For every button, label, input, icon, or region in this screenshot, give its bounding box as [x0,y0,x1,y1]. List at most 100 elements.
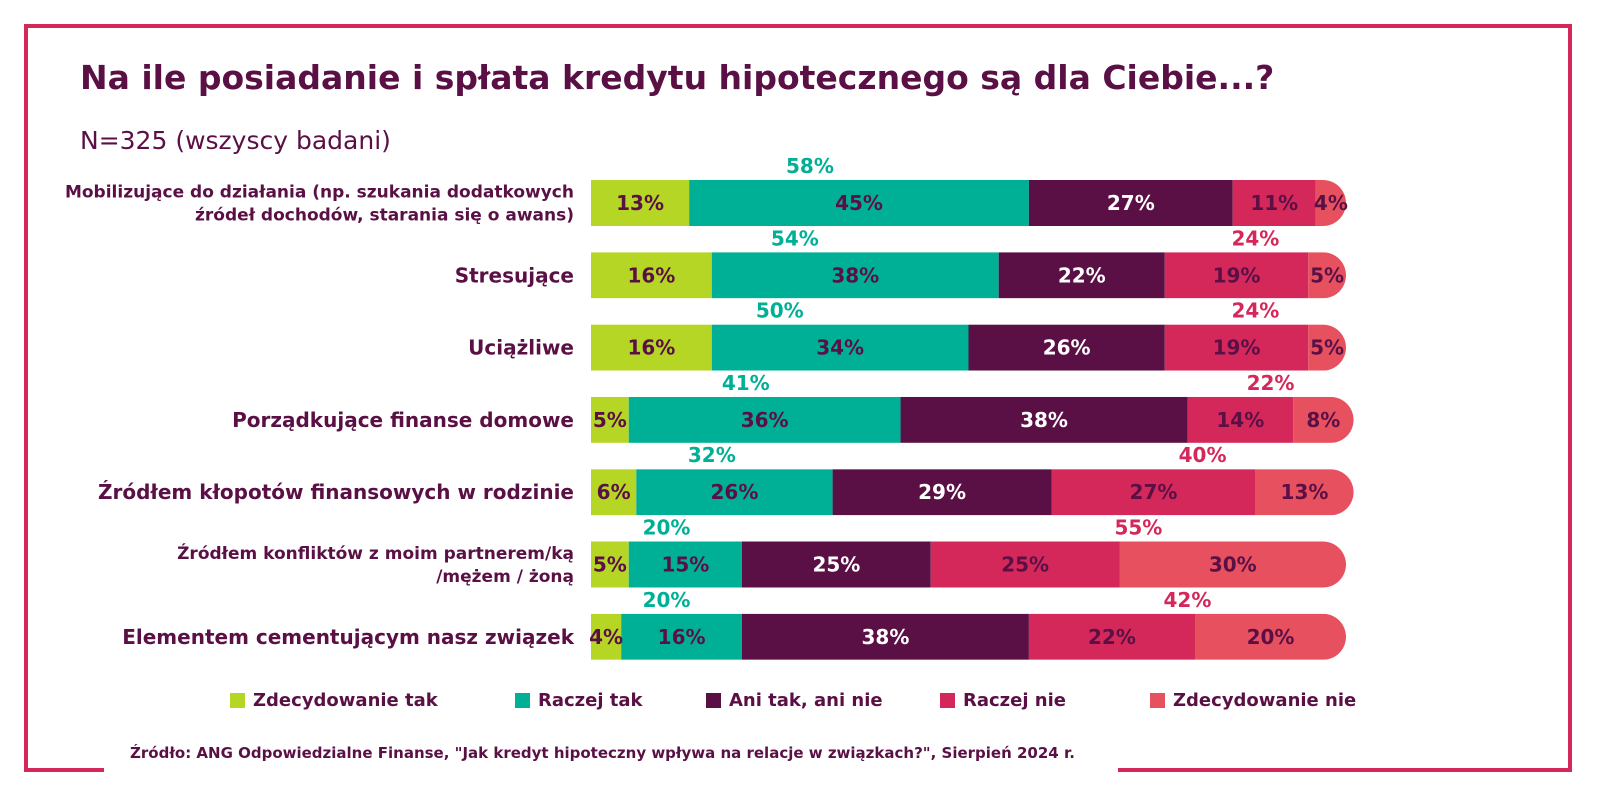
legend-label-zdecydowanie-tak: Zdecydowanie tak [253,690,438,711]
bar-segment [930,541,1120,588]
data-label: 34% [816,336,864,360]
legend-item-raczej-nie: Raczej nie [940,690,1066,711]
legend-item-ani-tak-ani-nie: Ani tak, ani nie [706,690,883,711]
net-positive-label: 50% [756,299,804,323]
data-label: 16% [627,263,675,287]
data-label: 38% [862,625,910,649]
data-label: 36% [741,408,789,432]
net-positive-label: 32% [688,443,736,467]
category-label: Uciążliwe [468,336,574,360]
bar-segment [1028,613,1195,660]
data-label: 5% [593,553,627,577]
net-positive-label: 20% [643,588,691,612]
data-label: 20% [1247,625,1295,649]
net-positive-label: 54% [771,226,819,250]
bar-segment [1308,324,1346,371]
legend-item-zdecydowanie-nie: Zdecydowanie nie [1150,690,1356,711]
chart-subtitle: N=325 (wszyscy badani) [80,126,391,155]
bar-segment [968,324,1165,371]
category-label: Porządkujące finanse domowe [232,408,574,432]
data-label: 25% [812,553,860,577]
bar-row [591,541,1346,588]
data-label: 8% [1306,408,1340,432]
data-label: 22% [1088,625,1136,649]
bar-segment [1187,396,1294,443]
net-negative-label: 22% [1247,371,1295,395]
legend-swatch-raczej-tak [515,693,530,708]
bar-segment [1051,469,1256,516]
net-positive-label: 58% [786,154,834,178]
data-label: 26% [1043,336,1091,360]
bar-segment [711,252,999,299]
category-label: Stresujące [455,263,574,287]
bar-segment [628,541,742,588]
legend-swatch-zdecydowanie-tak [230,693,245,708]
bar-row [591,324,1346,371]
data-label: 5% [1310,263,1344,287]
data-label: 26% [711,480,759,504]
data-label: 38% [831,263,879,287]
net-negative-label: 24% [1231,299,1279,323]
bar-row [591,613,1346,660]
data-label: 16% [658,625,706,649]
bar-segment [1308,252,1346,299]
bar-row [591,180,1346,226]
bar-segment [711,324,969,371]
data-label: 19% [1213,336,1261,360]
net-positive-label: 20% [643,516,691,540]
bar-segment [628,396,901,443]
data-label: 6% [597,480,631,504]
category-label: Mobilizujące do działania (np. szukania … [65,183,574,226]
bar-segment [1164,252,1309,299]
bar-segment [1195,613,1346,660]
bar-segment [591,324,712,371]
chart-legend: Zdecydowanie tak Raczej tak Ani tak, ani… [230,690,1430,718]
legend-swatch-raczej-nie [940,693,955,708]
legend-label-ani-tak-ani-nie: Ani tak, ani nie [729,690,883,711]
data-label: 13% [1281,480,1329,504]
bar-segment [591,180,690,226]
data-label: 16% [627,336,675,360]
bar-segment [1164,324,1309,371]
bar-segment [591,396,629,443]
bar-segment [591,613,622,660]
legend-label-zdecydowanie-nie: Zdecydowanie nie [1173,690,1357,711]
bar-segment [636,469,833,516]
bar-segment [998,252,1165,299]
data-label: 19% [1213,263,1261,287]
net-negative-label: 24% [1231,226,1279,250]
bar-segment [1293,396,1354,443]
data-label: 27% [1107,191,1155,215]
chart-title: Na ile posiadanie i spłata kredytu hipot… [80,58,1275,97]
bar-segment [621,613,742,660]
bar-segment [1255,469,1354,516]
category-label: Źródłem kłopotów finansowych w rodzinie [98,480,574,504]
data-label: 30% [1209,553,1257,577]
legend-item-raczej-tak: Raczej tak [515,690,643,711]
bar-segment [591,469,637,516]
data-label: 27% [1130,480,1178,504]
data-label: 38% [1020,408,1068,432]
legend-item-zdecydowanie-tak: Zdecydowanie tak [230,690,438,711]
stacked-bar-chart: 13% 45% 27% 11% 4% 58% Mobilizujące do działan… [65,154,1354,660]
legend-swatch-zdecydowanie-nie [1150,693,1165,708]
legend-swatch-ani-tak-ani-nie [706,693,721,708]
data-label: 4% [589,625,623,649]
source-note: Źródło: ANG Odpowiedzialne Finanse, "Jak… [130,744,1075,762]
bar-segment [1028,180,1233,226]
net-negative-label: 42% [1164,588,1212,612]
net-positive-label: 41% [722,371,770,395]
data-label: 15% [661,553,709,577]
data-label: 29% [918,480,966,504]
data-label: 45% [835,191,883,215]
category-label: Źródłem konfliktów z moim partnerem/ką/m… [177,542,574,587]
bar-segment [689,180,1029,226]
bar-segment [832,469,1052,516]
legend-label-raczej-tak: Raczej tak [538,690,643,711]
bar-segment [900,396,1188,443]
data-label: 22% [1058,263,1106,287]
data-label: 5% [1310,336,1344,360]
bar-segment [1232,180,1316,226]
bar-row [591,396,1354,443]
bar-segment [742,541,931,588]
